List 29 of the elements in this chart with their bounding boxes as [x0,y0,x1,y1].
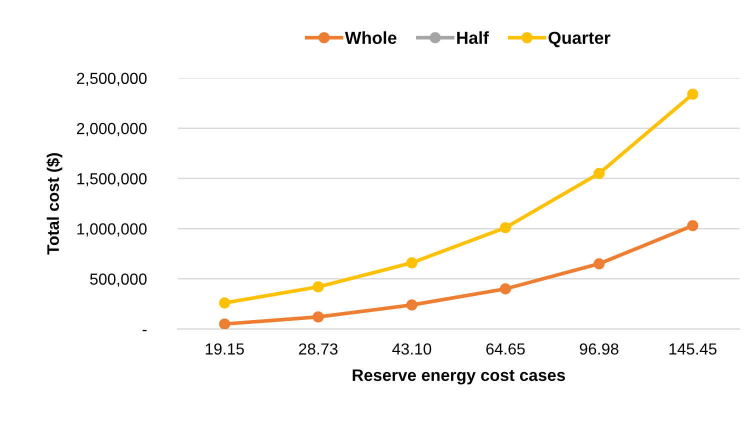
point [219,297,230,308]
y-tick-label: 1,000,000 [77,223,147,236]
x-tick-label: 64.65 [486,343,525,355]
y-axis-title: Total cost ($) [46,153,62,255]
point [594,168,605,179]
legend-label: Whole [344,31,396,44]
x-tick-label: 28.73 [299,343,338,355]
y-tick-label: - [142,330,147,332]
legend-label: Half [457,31,489,44]
x-tick-label: 145.45 [670,343,716,355]
y-tick-label: 2,000,000 [76,122,147,136]
legend-label: Quarter [548,32,610,48]
point [594,258,605,270]
point [687,88,698,100]
y-tick-label: 500,000 [90,273,147,287]
x-tick-label: 96.98 [580,343,618,355]
point [219,318,230,330]
y-tick-label: 1,500,000 [77,173,147,186]
y-tick-label: 2,500,000 [76,72,147,86]
point [500,222,512,234]
x-tick-label: 19.15 [206,343,244,355]
point [312,311,324,323]
point [687,220,698,232]
point [312,281,324,292]
point [406,257,418,268]
x-axis-title: Reserve energy cost cases [352,369,565,384]
point [500,283,512,294]
x-tick-label: 43.10 [392,343,432,355]
point [406,299,418,310]
